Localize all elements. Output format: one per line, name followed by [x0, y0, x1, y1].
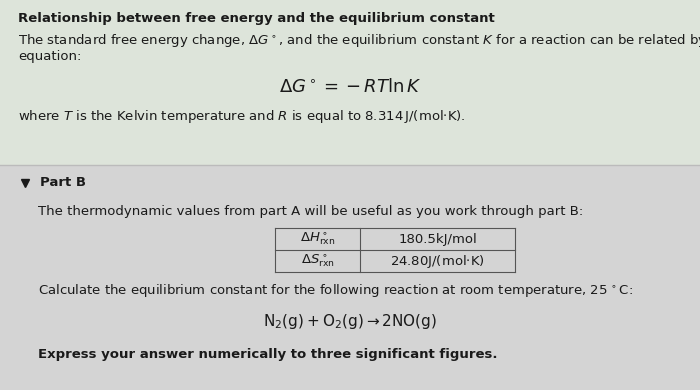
Text: $\Delta H^\circ_{\rm rxn}$: $\Delta H^\circ_{\rm rxn}$ [300, 231, 335, 247]
Text: The standard free energy change, $\Delta G^\circ$, and the equilibrium constant : The standard free energy change, $\Delta… [18, 32, 700, 49]
Text: The thermodynamic values from part A will be useful as you work through part B:: The thermodynamic values from part A wil… [38, 205, 583, 218]
Text: Part B: Part B [40, 177, 86, 190]
Text: $\rm N_2(g) + O_2(g) \rightarrow 2NO(g)$: $\rm N_2(g) + O_2(g) \rightarrow 2NO(g)$ [263, 312, 437, 331]
Text: 180.5kJ/mol: 180.5kJ/mol [398, 232, 477, 245]
Text: Relationship between free energy and the equilibrium constant: Relationship between free energy and the… [18, 12, 495, 25]
Text: equation:: equation: [18, 50, 81, 63]
Text: $\Delta G^\circ = -RT\ln K$: $\Delta G^\circ = -RT\ln K$ [279, 78, 421, 96]
Text: 24.80J/(mol$\cdot$K): 24.80J/(mol$\cdot$K) [390, 252, 485, 269]
Text: Express your answer numerically to three significant figures.: Express your answer numerically to three… [38, 348, 498, 361]
Text: $\Delta S^\circ_{\rm rxn}$: $\Delta S^\circ_{\rm rxn}$ [300, 253, 335, 269]
Text: Calculate the equilibrium constant for the following reaction at room temperatur: Calculate the equilibrium constant for t… [38, 282, 633, 299]
Bar [0, 165, 700, 390]
Bar [0, 0, 700, 165]
Text: where $T$ is the Kelvin temperature and $R$ is equal to 8.314$\,$J/(mol$\cdot$K): where $T$ is the Kelvin temperature and … [18, 108, 466, 125]
